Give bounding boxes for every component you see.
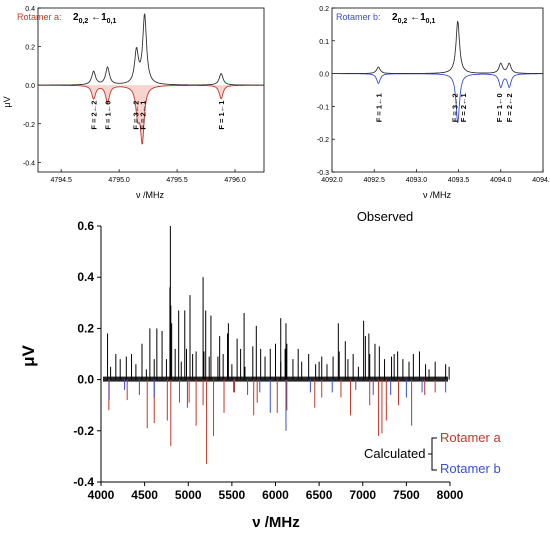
- main-xtick-label: 6000: [262, 488, 289, 502]
- inset-a-xlabel: ν /MHz: [136, 190, 164, 200]
- main-ytick-label: 0.6: [77, 219, 94, 233]
- main-xtick-label: 5500: [219, 488, 246, 502]
- inset-xtick-label: 4092.5: [363, 177, 385, 184]
- main-xtick-label: 7000: [349, 488, 376, 502]
- hyperfine-label: F = 2←2: [505, 93, 514, 122]
- inset-a-title-prefix: Rotamer a:: [17, 12, 62, 22]
- main-xtick-label: 7500: [393, 488, 420, 502]
- main-ytick-label: 0.2: [77, 321, 94, 335]
- legend: Calculated Rotamer a Rotamer b: [364, 430, 501, 476]
- inset-a-title-sub2: 0,1: [107, 18, 117, 25]
- inset-a-title-arrow: ←1: [88, 12, 107, 23]
- inset-xtick-label: 4796.0: [224, 177, 246, 184]
- inset-ytick-label: -0.3: [317, 170, 329, 177]
- main-ytick-label: -0.2: [73, 424, 94, 438]
- legend-bracket: [428, 437, 437, 471]
- inset-a-ylabel: μV: [2, 96, 12, 107]
- inset-b-title-j: 2: [392, 12, 398, 23]
- hyperfine-label: F = 3←2: [131, 101, 140, 130]
- inset-ytick-label: 0.0: [319, 72, 329, 79]
- observed-spectrum-line: [38, 13, 264, 86]
- inset-xtick-label: 4794.5: [50, 177, 72, 184]
- inset-ytick-label: -0.1: [317, 104, 329, 111]
- inset-xtick-label: 4094.5: [532, 177, 550, 184]
- hyperfine-label: F = 2←2: [90, 101, 99, 130]
- inset-ytick-label: -0.4: [23, 160, 35, 167]
- observed-spectrum-line: [332, 20, 543, 75]
- main-xtick-label: 6500: [306, 488, 333, 502]
- main-xtick-label: 8000: [437, 488, 464, 502]
- main-ytick-label: 0.0: [77, 373, 94, 387]
- hyperfine-label: F = 1←0: [495, 93, 504, 122]
- inset-ytick-label: 0.0: [25, 83, 35, 90]
- hyperfine-label: F = 1←1: [374, 93, 383, 122]
- main-title: Observed: [357, 209, 413, 224]
- legend-label: Calculated: [364, 446, 425, 461]
- inset-a: Rotamer a: 20,2 ←10,1 -0.4-0.20.00.20.4 …: [2, 6, 265, 200]
- inset-xtick-label: 4795.0: [108, 177, 130, 184]
- hyperfine-label: F = 2←1: [459, 93, 468, 122]
- inset-b-title-prefix: Rotamer b:: [336, 12, 381, 22]
- hyperfine-label: F = 1←1: [217, 101, 226, 130]
- inset-xtick-label: 4094.0: [490, 177, 512, 184]
- inset-b: Rotamer b: 20,2 ←10,1 -0.3 -0.2 -0.1 0.0 0.1…: [317, 6, 550, 200]
- hyperfine-label: F = 2←1: [138, 101, 147, 130]
- inset-xtick-label: 4093.0: [406, 177, 428, 184]
- calculated-spectrum-line: [38, 84, 264, 145]
- inset-ytick-label: -0.2: [23, 122, 35, 129]
- main-xtick-label: 4500: [131, 488, 158, 502]
- inset-a-title-j: 2: [73, 12, 79, 23]
- inset-xtick-label: 4092.0: [321, 177, 343, 184]
- calculated-spectrum-line: [332, 73, 543, 124]
- hyperfine-label: F = 1←0: [104, 101, 113, 130]
- inset-b-title-arrow: ←1: [407, 12, 426, 23]
- inset-xtick-label: 4093.5: [448, 177, 470, 184]
- inset-b-title-sub2: 0,1: [426, 18, 436, 25]
- main-xtick-label: 5000: [175, 488, 202, 502]
- main-ytick-label: 0.4: [77, 270, 94, 284]
- inset-b-title: 20,2 ←10,1: [392, 12, 435, 25]
- main-ylabel: μV: [19, 344, 38, 366]
- inset-b-title-sub1: 0,2: [398, 18, 408, 25]
- inset-a-frame: [37, 7, 265, 173]
- inset-ytick-label: 0.1: [319, 39, 329, 46]
- inset-ytick-label: 0.4: [25, 6, 35, 13]
- inset-a-calculated-fill: [38, 85, 264, 144]
- inset-ytick-label: 0.2: [25, 45, 35, 52]
- inset-b-frame: [331, 7, 544, 173]
- main-chart: Observed 4000 4500 5000 5500 6000 6500 7000 750…: [19, 209, 501, 531]
- legend-entry-rotamer-b: Rotamer b: [440, 461, 501, 476]
- hyperfine-label: F = 3←2: [450, 93, 459, 122]
- legend-entry-rotamer-a: Rotamer a: [440, 430, 501, 445]
- inset-a-title: 20,2 ←10,1: [73, 12, 116, 25]
- main-xlabel: ν /MHz: [252, 514, 300, 531]
- inset-b-xlabel: ν /MHz: [423, 190, 451, 200]
- inset-a-title-sub1: 0,2: [79, 18, 89, 25]
- main-xtick-label: 4000: [88, 488, 115, 502]
- inset-ytick-label: 0.2: [319, 6, 329, 13]
- inset-xtick-label: 4795.5: [166, 177, 188, 184]
- inset-ytick-label: -0.2: [317, 137, 329, 144]
- main-ytick-label: -0.4: [73, 475, 94, 489]
